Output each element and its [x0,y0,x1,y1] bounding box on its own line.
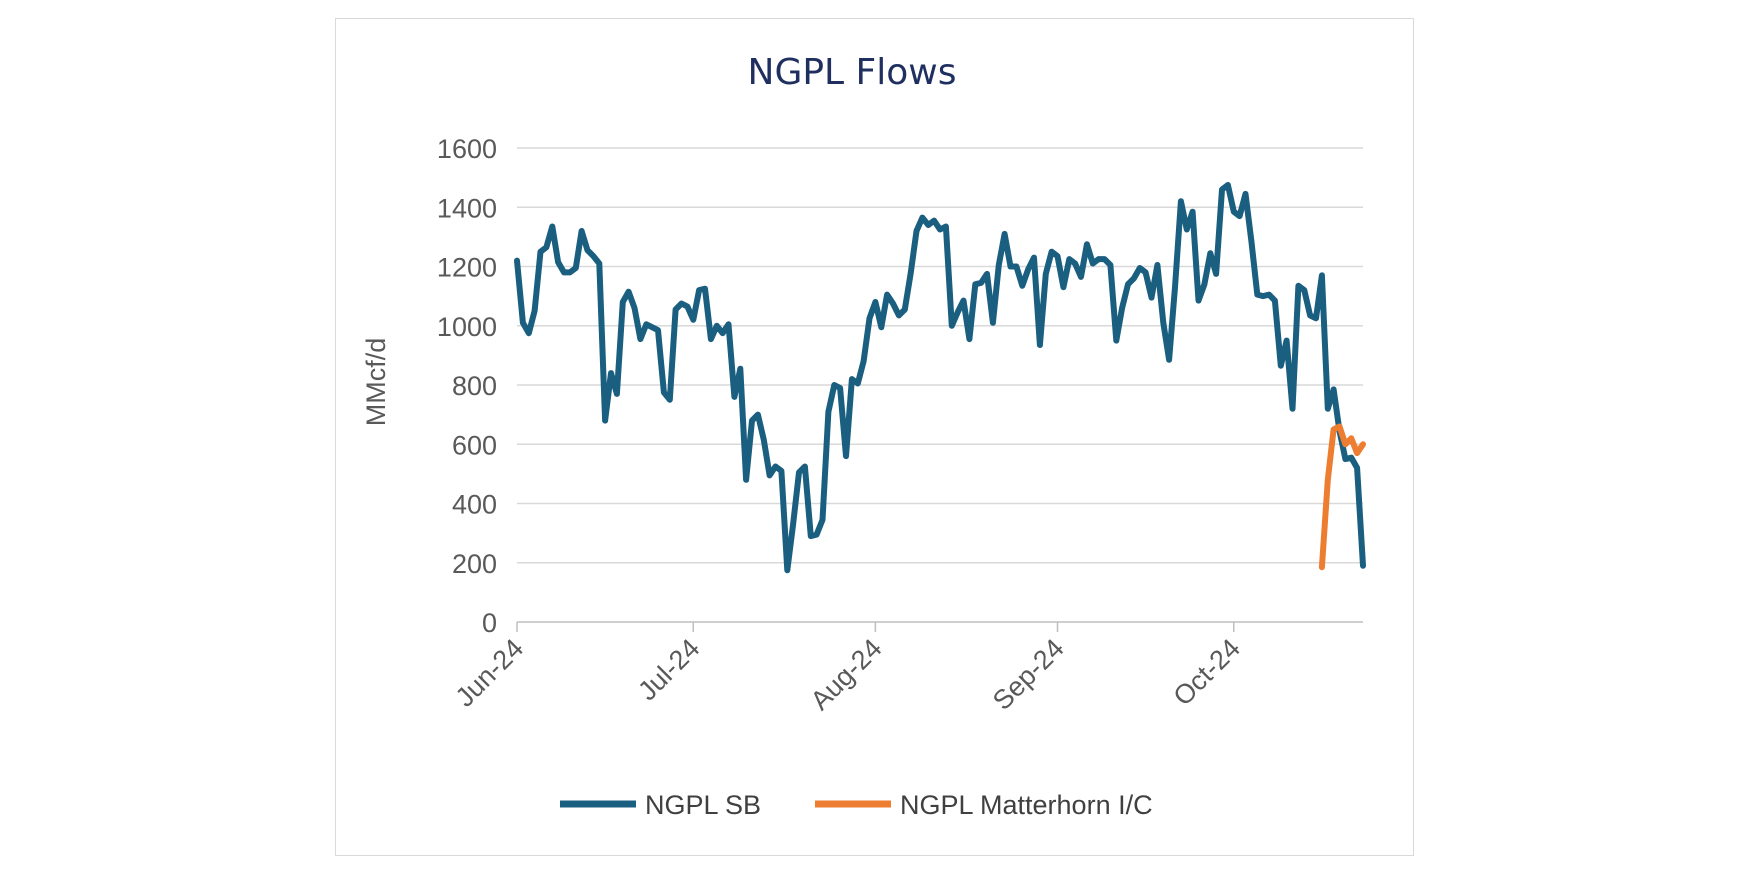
y-tick-label: 0 [482,608,497,638]
y-axis-label: MMcf/d [361,338,391,427]
series-1 [1318,423,1366,571]
chart-title: NGPL Flows [748,52,957,93]
legend-label-ngpl-matterhorn: NGPL Matterhorn I/C [900,790,1153,820]
legend: NGPL SB NGPL Matterhorn I/C [560,790,1153,820]
y-tick-label: 600 [452,430,497,460]
chart-frame [335,18,1414,856]
y-tick-label: 1000 [437,312,497,342]
y-tick-label: 1600 [437,134,497,164]
x-tick-label: Jul-24 [632,633,705,706]
y-tick-label: 1200 [437,253,497,283]
x-tick-label: Sep-24 [987,633,1070,716]
y-axis-ticks: 0 200 400 600 800 1000 1200 1400 1600 [437,134,497,638]
x-tick-label: Aug-24 [805,633,888,716]
legend-label-ngpl-sb: NGPL SB [645,790,761,820]
series-lines [514,182,1366,574]
y-tick-label: 800 [452,371,497,401]
series-0 [514,182,1366,574]
series-line-0 [514,182,1366,574]
x-tick-label: Jun-24 [450,633,530,713]
gridlines [517,147,1363,623]
x-axis-ticks: Jun-24 Jul-24 Aug-24 Sep-24 Oct-24 [450,622,1246,716]
y-tick-label: 400 [452,490,497,520]
x-tick-label: Oct-24 [1167,633,1246,712]
y-tick-label: 1400 [437,193,497,223]
series-line-1 [1318,423,1366,571]
y-tick-label: 200 [452,549,497,579]
